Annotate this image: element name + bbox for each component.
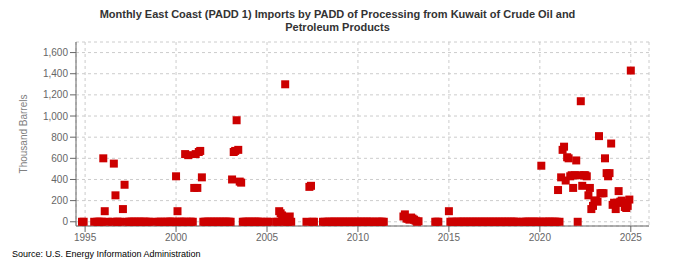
svg-text:2005: 2005 bbox=[256, 232, 279, 243]
svg-text:600: 600 bbox=[51, 153, 68, 164]
svg-text:2000: 2000 bbox=[165, 232, 188, 243]
html-text:Monthly East Coast (PADD 1) Im: Monthly East Coast (PADD 1) Imports by P… bbox=[99, 8, 576, 20]
html-text:Source: U.S. Energy Informatio: Source: U.S. Energy Information Administ… bbox=[12, 249, 201, 259]
svg-text:200: 200 bbox=[51, 195, 68, 206]
svg-text:1,600: 1,600 bbox=[43, 47, 68, 58]
svg-text:2020: 2020 bbox=[529, 232, 552, 243]
svg-text:1,200: 1,200 bbox=[43, 89, 68, 100]
svg-text:2025: 2025 bbox=[620, 232, 643, 243]
svg-text:1995: 1995 bbox=[74, 232, 97, 243]
svg-text:2010: 2010 bbox=[347, 232, 370, 243]
svg-text:800: 800 bbox=[51, 132, 68, 143]
svg-text:Thousand Barrels: Thousand Barrels bbox=[18, 95, 29, 174]
svg-text:0: 0 bbox=[62, 216, 68, 227]
html-text:Petroleum Products: Petroleum Products bbox=[285, 21, 390, 33]
svg-text:2015: 2015 bbox=[438, 232, 461, 243]
svg-text:400: 400 bbox=[51, 174, 68, 185]
svg-text:1,000: 1,000 bbox=[43, 111, 68, 122]
svg-text:1,400: 1,400 bbox=[43, 68, 68, 79]
